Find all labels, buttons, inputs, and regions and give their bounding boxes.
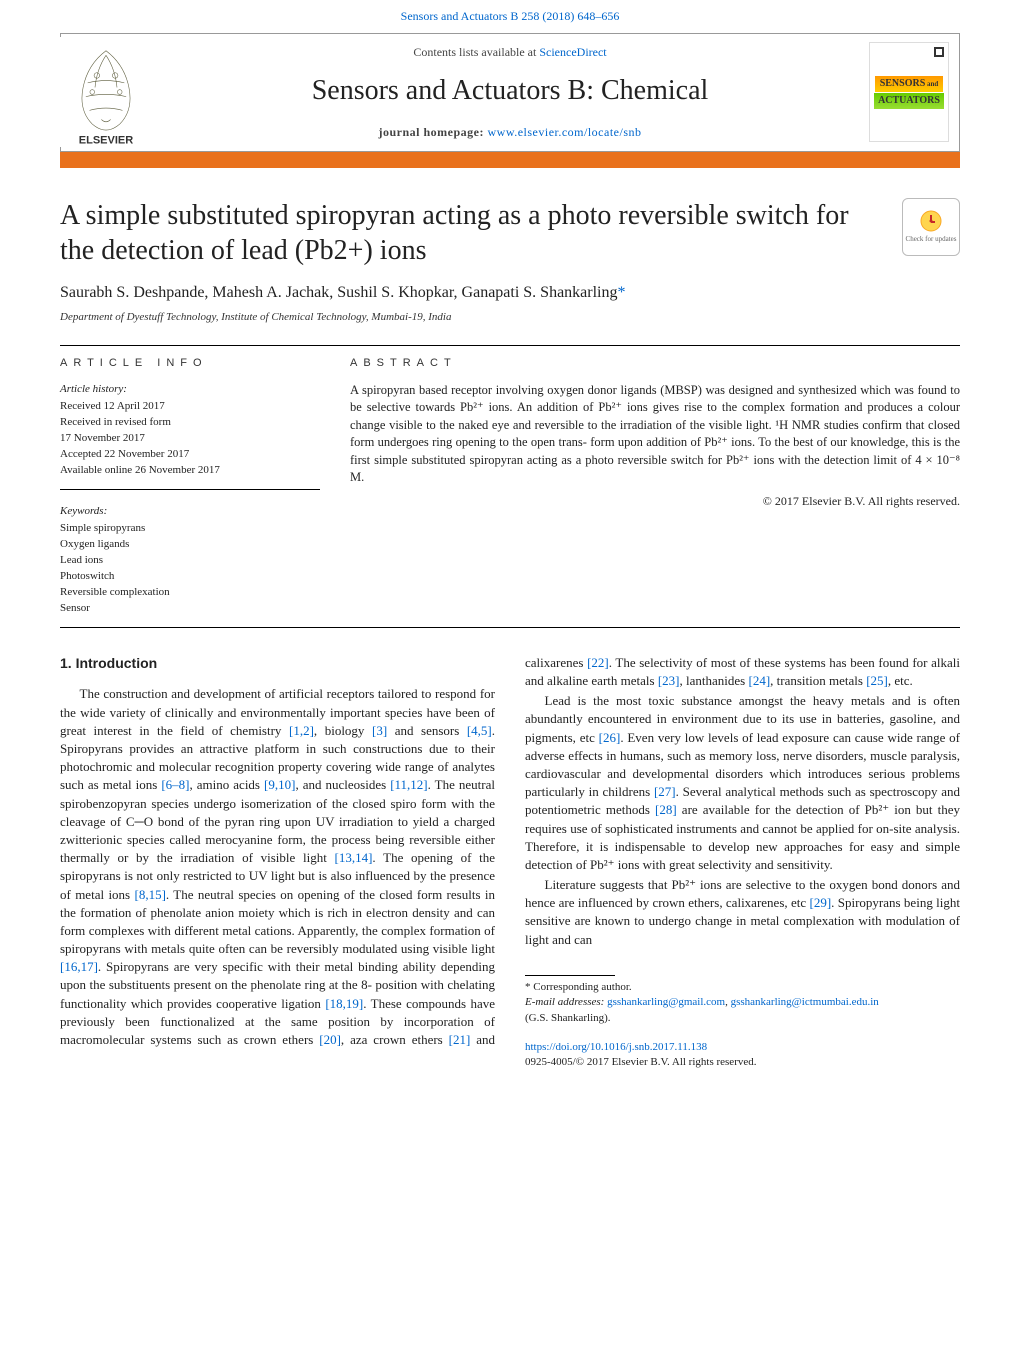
doi-link[interactable]: https://doi.org/10.1016/j.snb.2017.11.13… [525, 1041, 707, 1053]
abstract-text: A spiropyran based receptor involving ox… [350, 382, 960, 487]
ref-link[interactable]: [23] [658, 673, 680, 688]
ref-link[interactable]: [4,5] [467, 723, 492, 738]
ref-link[interactable]: [25] [866, 673, 888, 688]
cover-sensors-text: SENSORS [880, 78, 926, 89]
ref-link[interactable]: [28] [655, 802, 677, 817]
ref-link[interactable]: [9,10] [264, 777, 295, 792]
journal-homepage: journal homepage: www.elsevier.com/locat… [181, 124, 839, 141]
sciencedirect-link[interactable]: ScienceDirect [539, 45, 606, 59]
keyword: Simple spiropyrans [60, 521, 320, 537]
history-line: 17 November 2017 [60, 431, 320, 447]
section-heading-introduction: 1. Introduction [60, 654, 495, 674]
intro-paragraph-3: Literature suggests that Pb²⁺ ions are s… [525, 876, 960, 949]
homepage-link[interactable]: www.elsevier.com/locate/snb [487, 125, 641, 139]
header-citation-link[interactable]: Sensors and Actuators B 258 (2018) 648–6… [401, 9, 620, 23]
email-link[interactable]: gsshankarling@gmail.com [607, 996, 725, 1008]
history-line: Available online 26 November 2017 [60, 463, 320, 479]
ref-link[interactable]: [26] [599, 730, 621, 745]
history-line: Received in revised form [60, 415, 320, 431]
corresponding-author-mark[interactable]: * [618, 284, 626, 301]
corresponding-author-footnote: * Corresponding author. E-mail addresses… [525, 975, 960, 1071]
keyword: Sensor [60, 601, 320, 617]
ref-link[interactable]: [24] [748, 673, 770, 688]
ref-link[interactable]: [13,14] [335, 850, 373, 865]
ref-link[interactable]: [8,15] [135, 887, 166, 902]
cover-actuators-text: ACTUATORS [874, 93, 944, 109]
homepage-prefix: journal homepage: [378, 125, 487, 139]
journal-title: Sensors and Actuators B: Chemical [181, 71, 839, 110]
history-title: Article history: [60, 382, 320, 397]
ref-link[interactable]: [22] [587, 655, 609, 670]
ref-link[interactable]: [29] [809, 895, 831, 910]
check-updates-label: Check for updates [906, 235, 957, 245]
ref-link[interactable]: [18,19] [325, 996, 363, 1011]
ref-link[interactable]: [20] [319, 1032, 341, 1047]
ref-link[interactable]: [1,2] [289, 723, 314, 738]
abstract-heading: abstract [350, 356, 960, 371]
ref-link[interactable]: [27] [654, 784, 676, 799]
footnote-author-name: (G.S. Shankarling). [525, 1011, 960, 1026]
article-title: A simple substituted spiropyran acting a… [60, 198, 902, 268]
orange-divider-bar [60, 152, 960, 168]
authors: Saurabh S. Deshpande, Mahesh A. Jachak, … [60, 282, 960, 304]
elsevier-logo: ELSEVIER [51, 37, 161, 147]
keywords-title: Keywords: [60, 504, 320, 519]
journal-cover-thumbnail: SENSORS and ACTUATORS [869, 42, 949, 142]
intro-paragraph-2: Lead is the most toxic substance amongst… [525, 692, 960, 874]
history-line: Accepted 22 November 2017 [60, 447, 320, 463]
keyword: Reversible complexation [60, 585, 320, 601]
affiliation: Department of Dyestuff Technology, Insti… [60, 310, 960, 325]
ref-link[interactable]: [11,12] [390, 777, 427, 792]
contents-prefix: Contents lists available at [413, 45, 539, 59]
abstract-copyright: © 2017 Elsevier B.V. All rights reserved… [350, 493, 960, 510]
ref-link[interactable]: [6–8] [161, 777, 189, 792]
ref-link[interactable]: [16,17] [60, 959, 98, 974]
ref-link[interactable]: [3] [372, 723, 387, 738]
check-for-updates-badge[interactable]: Check for updates [902, 198, 960, 256]
keyword: Oxygen ligands [60, 537, 320, 553]
issn-copyright: 0925-4005/© 2017 Elsevier B.V. All right… [525, 1056, 757, 1068]
contents-available: Contents lists available at ScienceDirec… [181, 44, 839, 61]
cover-and: and [925, 80, 938, 88]
keyword: Lead ions [60, 553, 320, 569]
footnote-cor: * Corresponding author. [525, 980, 960, 995]
email-link[interactable]: gsshankarling@ictmumbai.edu.in [731, 996, 879, 1008]
article-info-heading: article info [60, 356, 320, 371]
email-label: E-mail addresses: [525, 996, 607, 1008]
author-names: Saurabh S. Deshpande, Mahesh A. Jachak, … [60, 284, 618, 301]
keyword: Photoswitch [60, 569, 320, 585]
history-line: Received 12 April 2017 [60, 399, 320, 415]
journal-header: ELSEVIER Contents lists available at Sci… [60, 33, 960, 152]
ref-link[interactable]: [21] [449, 1032, 471, 1047]
svg-text:ELSEVIER: ELSEVIER [79, 135, 133, 147]
